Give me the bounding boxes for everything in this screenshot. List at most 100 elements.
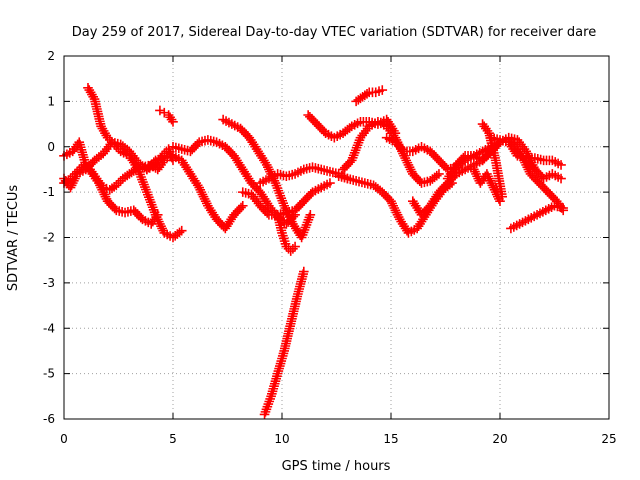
x-tick-label: 25 — [601, 432, 616, 446]
data-point-marker — [528, 162, 538, 173]
data-point-marker — [305, 112, 315, 122]
data-point-marker — [310, 117, 320, 128]
data-point-marker — [108, 201, 118, 212]
data-point-marker — [239, 127, 249, 138]
data-point-marker — [236, 202, 246, 213]
data-point-marker — [225, 147, 236, 157]
data-point — [235, 123, 246, 134]
data-point-marker — [215, 218, 225, 228]
y-tick-labels: 2 1 0 -1 -2 -3 -4 -5 -6 — [43, 49, 55, 426]
data-point-marker — [530, 174, 541, 185]
data-point — [377, 187, 388, 197]
data-point — [416, 210, 427, 220]
data-point-marker — [548, 192, 558, 203]
data-point-marker — [104, 198, 115, 208]
data-point-marker — [232, 206, 243, 216]
series-arc-21 — [469, 164, 505, 206]
data-point-marker — [187, 144, 197, 155]
series-arc-12 — [272, 210, 300, 256]
data-point-marker — [341, 161, 352, 171]
x-tick-label: 10 — [274, 432, 289, 446]
data-point-marker — [428, 150, 439, 160]
data-point-marker — [409, 170, 420, 181]
data-point — [425, 146, 436, 157]
plot-frame — [63, 55, 610, 420]
data-point-marker — [531, 166, 542, 177]
grid-lines — [64, 56, 609, 419]
x-tick-label: 5 — [169, 432, 177, 446]
data-point-marker — [397, 144, 408, 155]
data-point — [299, 266, 309, 277]
data-point — [128, 205, 139, 216]
data-point-marker — [224, 145, 234, 156]
data-point — [390, 137, 401, 148]
data-point — [495, 196, 505, 206]
data-point — [237, 200, 248, 211]
data-point-marker — [145, 161, 156, 171]
data-point-marker — [237, 125, 248, 136]
data-point-marker — [234, 204, 245, 215]
y-tick-label: -4 — [43, 321, 55, 335]
data-point — [229, 210, 239, 220]
y-tick-label: -3 — [43, 276, 55, 290]
data-point — [556, 173, 566, 184]
data-point-marker — [432, 153, 443, 164]
data-point-marker — [439, 181, 449, 192]
data-point-marker — [106, 200, 116, 210]
y-tick-label: -2 — [43, 231, 55, 245]
data-point — [434, 187, 444, 197]
data-point-marker — [523, 157, 533, 167]
data-point-marker — [293, 201, 304, 212]
series-arc-4 — [83, 82, 187, 243]
data-point — [176, 225, 187, 236]
data-point-marker — [524, 159, 535, 169]
data-point-marker — [437, 183, 448, 194]
data-point-marker — [213, 216, 224, 226]
data-point — [102, 196, 113, 206]
data-point-marker — [250, 181, 260, 192]
data-point-marker — [257, 202, 267, 213]
data-point — [558, 203, 569, 213]
data-point — [305, 210, 316, 220]
data-point-marker — [258, 204, 269, 215]
data-point — [290, 205, 300, 216]
data-point-marker — [262, 208, 272, 218]
data-point — [521, 155, 531, 166]
data-point-marker — [479, 153, 490, 164]
series-arc-25 — [521, 155, 566, 184]
x-tick-label: 20 — [492, 432, 507, 446]
x-tick-label: 0 — [60, 432, 68, 446]
data-point-marker — [343, 159, 354, 169]
data-point-marker — [455, 156, 465, 167]
data-point — [299, 196, 309, 206]
series-arc-20 — [477, 119, 507, 202]
data-point-marker — [222, 143, 232, 154]
data-point-marker — [546, 190, 557, 201]
y-tick-label: 0 — [47, 140, 55, 154]
data-point-marker — [458, 152, 469, 163]
data-point-marker — [132, 209, 143, 219]
data-point-marker — [130, 207, 141, 217]
data-point-marker — [527, 170, 538, 181]
data-point-marker — [420, 206, 430, 216]
data-point-marker — [241, 129, 251, 139]
data-point — [408, 169, 418, 179]
x-axis-title: GPS time / hours — [282, 459, 391, 474]
data-point-marker — [306, 113, 317, 124]
data-point-marker — [414, 176, 425, 187]
data-point-marker — [533, 168, 544, 178]
data-point-marker — [304, 190, 314, 201]
data-point-marker — [456, 154, 467, 165]
data-point-marker — [87, 157, 98, 167]
series-arc-24 — [506, 200, 569, 234]
data-point-marker — [308, 115, 319, 126]
series-arc-11 — [259, 266, 309, 420]
data-point-marker — [539, 183, 550, 194]
data-point — [185, 146, 196, 157]
data-point — [255, 200, 265, 211]
data-point — [451, 160, 462, 170]
data-point — [142, 164, 152, 175]
data-point — [377, 85, 388, 95]
